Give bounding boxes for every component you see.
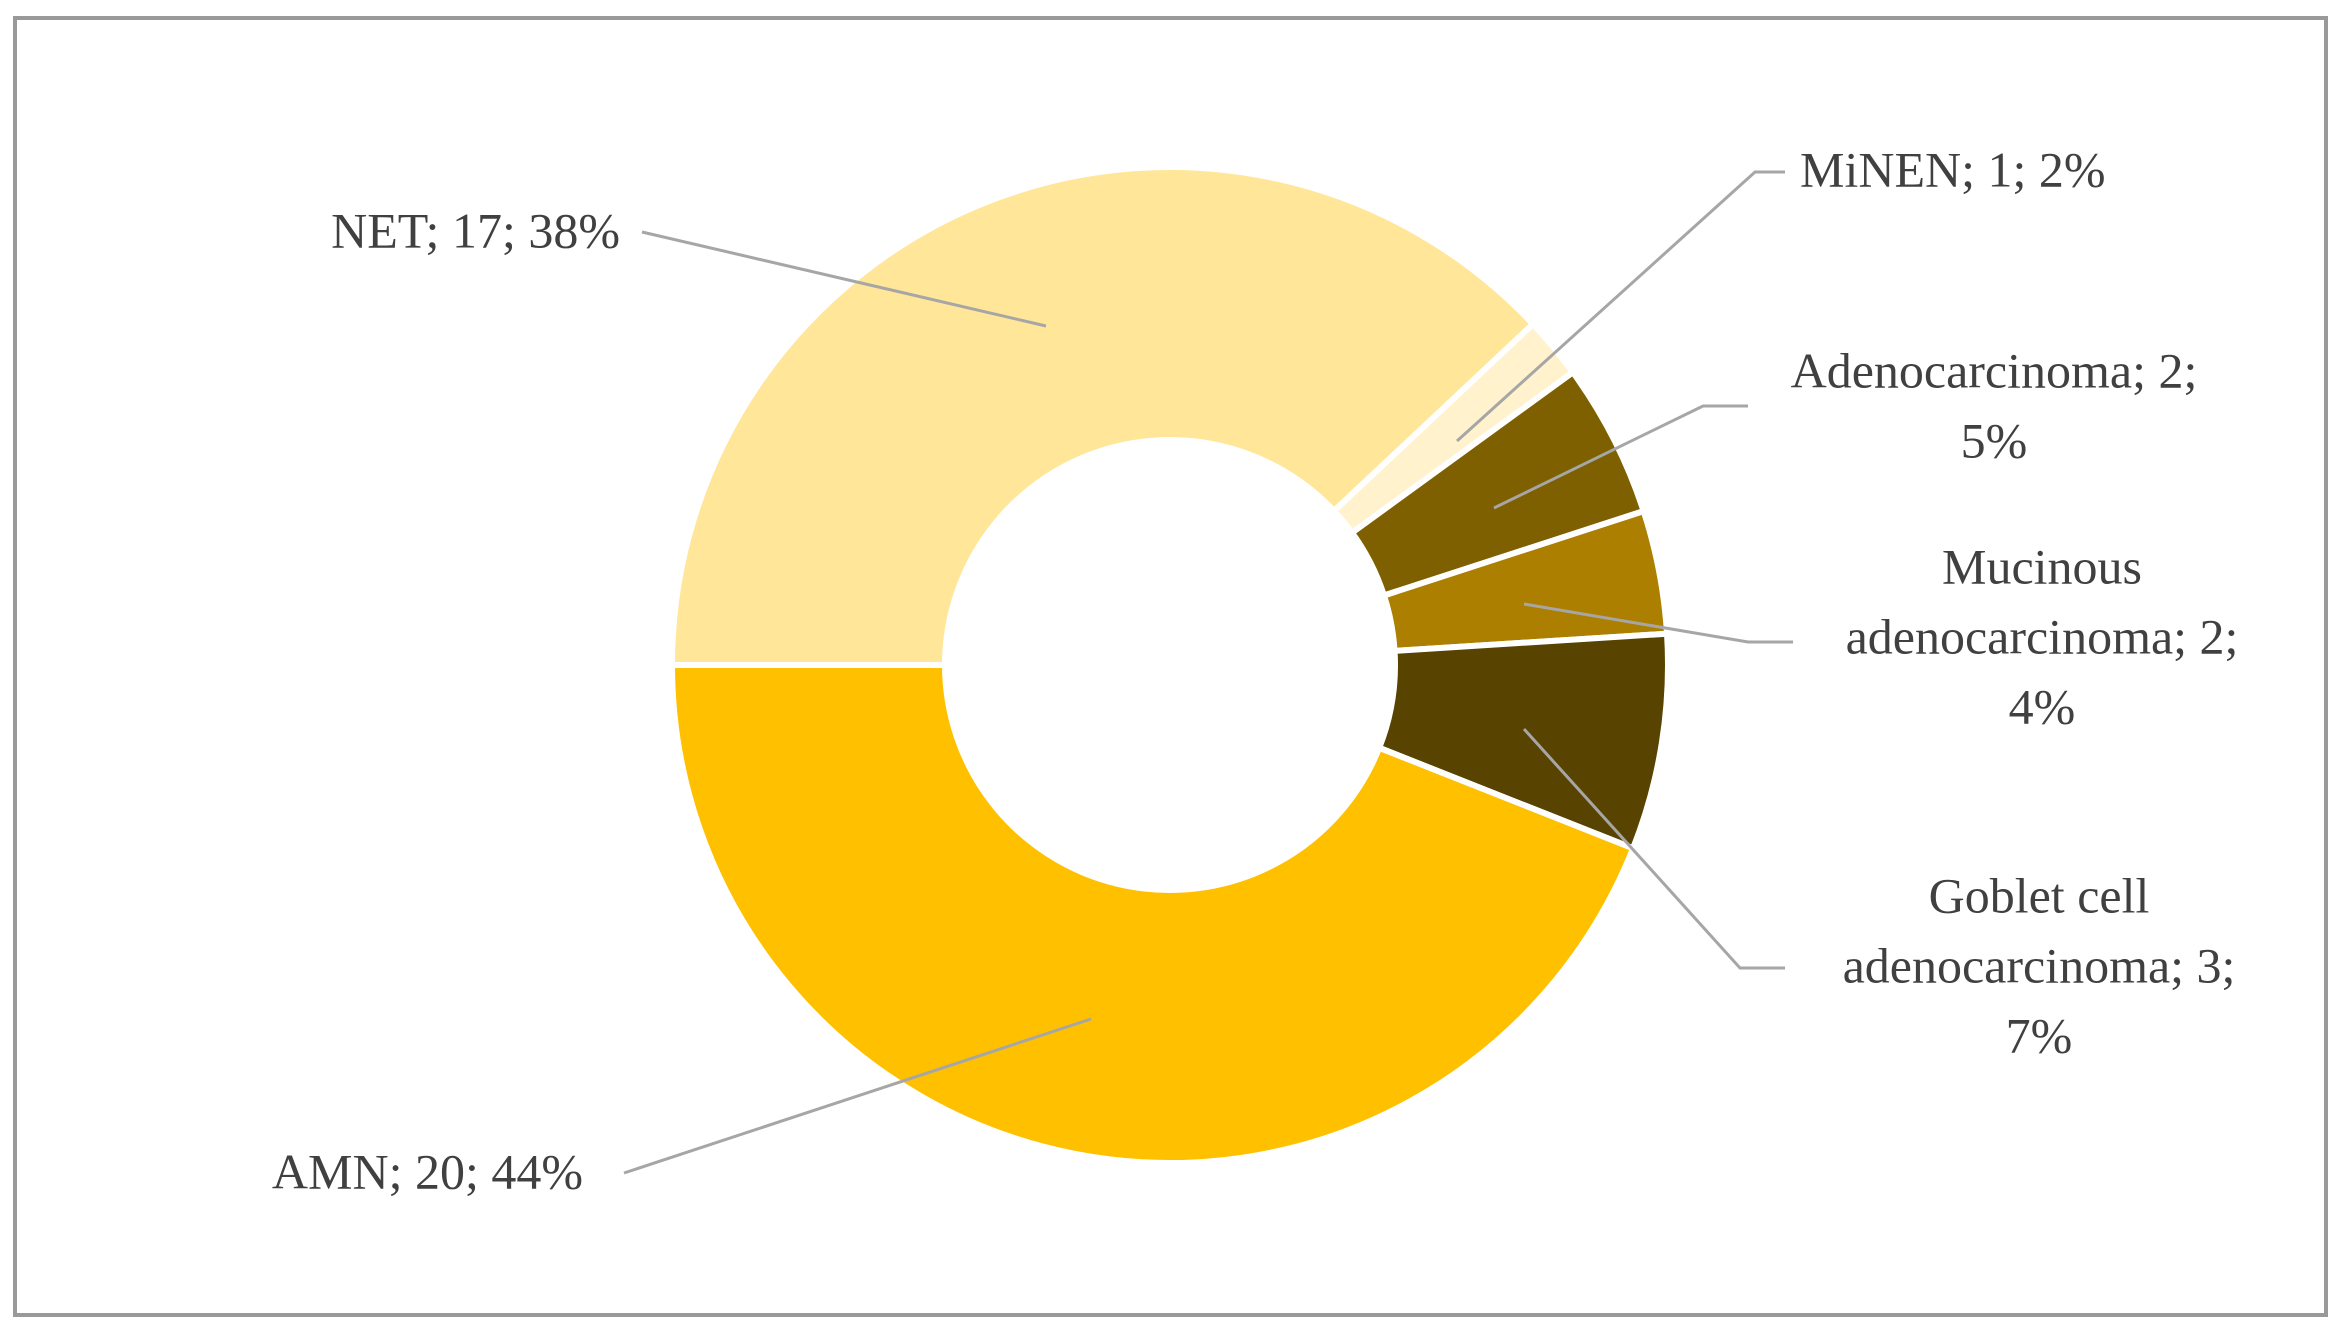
data-labels: NET; 17; 38% MiNEN; 1; 2% Adenocarcinoma; … bbox=[272, 141, 2239, 1199]
data-label: adenocarcinoma; 2; bbox=[1846, 608, 2239, 664]
leader-line bbox=[641, 230, 1047, 328]
leader-line bbox=[623, 1017, 1092, 1175]
data-label: Adenocarcinoma; 2; bbox=[1791, 342, 2198, 398]
data-label: 5% bbox=[1961, 412, 2028, 468]
data-label: AMN; 20; 44% bbox=[272, 1143, 583, 1199]
data-label: NET; 17; 38% bbox=[331, 202, 620, 258]
donut bbox=[668, 164, 1671, 1166]
leader-line bbox=[1493, 404, 1748, 510]
data-label: 4% bbox=[2009, 678, 2076, 734]
donut-slice bbox=[668, 164, 1538, 668]
data-label: Goblet cell bbox=[1929, 867, 2150, 923]
leader-line bbox=[1522, 727, 1785, 970]
data-label: 7% bbox=[2006, 1007, 2073, 1063]
data-label: MiNEN; 1; 2% bbox=[1800, 141, 2106, 197]
donut-slice bbox=[668, 662, 1637, 1166]
leader-line bbox=[1523, 602, 1793, 644]
data-label: adenocarcinoma; 3; bbox=[1843, 937, 2236, 993]
leader-line bbox=[1455, 170, 1785, 443]
data-label: Mucinous bbox=[1942, 538, 2142, 594]
